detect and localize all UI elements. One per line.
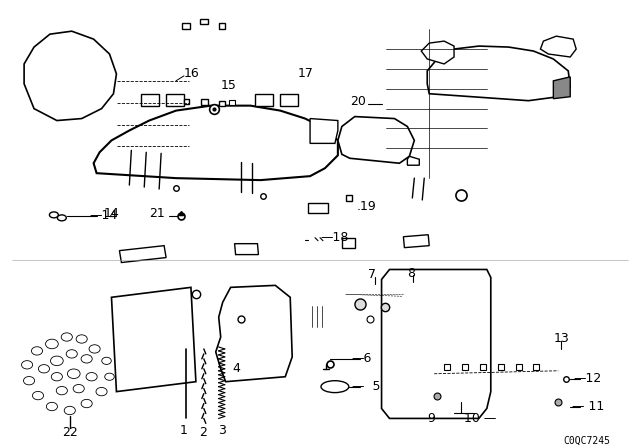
Text: —14: —14: [90, 209, 118, 222]
Polygon shape: [421, 41, 454, 64]
Polygon shape: [228, 100, 235, 105]
Polygon shape: [338, 116, 414, 163]
Text: —  5: — 5: [352, 380, 380, 393]
Polygon shape: [408, 156, 419, 165]
Polygon shape: [166, 94, 184, 106]
Polygon shape: [219, 23, 225, 29]
Polygon shape: [201, 99, 208, 105]
Text: 17: 17: [298, 67, 314, 80]
Text: — 11: — 11: [572, 400, 604, 413]
Text: 21: 21: [149, 207, 165, 220]
Polygon shape: [554, 77, 570, 99]
Text: 20: 20: [350, 95, 365, 108]
Polygon shape: [141, 94, 159, 106]
Polygon shape: [219, 101, 225, 106]
Text: —12: —12: [573, 372, 602, 385]
Polygon shape: [428, 46, 570, 101]
Polygon shape: [93, 106, 338, 180]
Text: C0QC7245: C0QC7245: [563, 435, 611, 445]
Text: 4: 4: [232, 362, 241, 375]
Text: 13: 13: [554, 332, 569, 345]
Polygon shape: [235, 244, 259, 254]
Text: 8: 8: [407, 267, 415, 280]
Polygon shape: [403, 235, 429, 248]
Text: —6: —6: [352, 352, 372, 366]
Polygon shape: [540, 36, 576, 57]
Polygon shape: [24, 31, 116, 121]
Ellipse shape: [321, 381, 349, 392]
Text: 9: 9: [428, 412, 435, 425]
Polygon shape: [381, 270, 491, 418]
Text: 1: 1: [180, 424, 188, 437]
Polygon shape: [111, 287, 196, 392]
Polygon shape: [310, 119, 338, 143]
Polygon shape: [216, 285, 292, 382]
Text: 15: 15: [221, 79, 237, 92]
Text: 7: 7: [367, 268, 376, 281]
Polygon shape: [308, 203, 328, 213]
Polygon shape: [342, 238, 355, 248]
Polygon shape: [280, 94, 298, 106]
Polygon shape: [120, 246, 166, 263]
Polygon shape: [200, 19, 208, 24]
Text: 3: 3: [218, 424, 226, 437]
Text: 14: 14: [104, 207, 119, 220]
Text: .19: .19: [356, 200, 376, 213]
Text: 2: 2: [199, 426, 207, 439]
Ellipse shape: [58, 215, 67, 221]
Ellipse shape: [49, 212, 58, 218]
Text: 16: 16: [184, 67, 200, 80]
Polygon shape: [182, 23, 190, 29]
Text: 22: 22: [62, 426, 77, 439]
Text: 10 —: 10 —: [464, 412, 497, 425]
Polygon shape: [255, 94, 273, 106]
Polygon shape: [184, 99, 189, 103]
Text: —18: —18: [320, 231, 348, 244]
